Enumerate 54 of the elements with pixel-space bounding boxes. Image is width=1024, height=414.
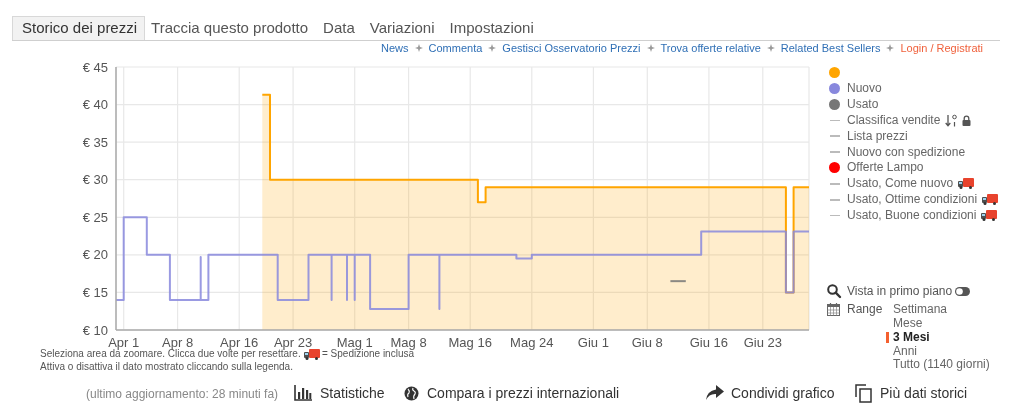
text: Gestisci Osservatorio Prezzi [502,41,641,55]
text: Tutto (1140 giorni) [893,357,990,371]
text: Più dati storici [880,385,968,401]
text: Attiva o disattiva il dato mostrato cliccando sulla legenda. [40,361,293,372]
legend-label: Usato, Buone condizioni [847,208,977,224]
x-tick-label: Giu 8 [631,335,663,351]
text: Seleziona area da zoomare. Clicca due volte per resettare. [40,348,301,359]
text: 3 Mesi [893,330,930,344]
legend-label: Offerte Lampo [847,160,924,176]
x-tick-label: Mag 24 [510,335,554,351]
y-tick-label: € 25 [82,209,108,225]
x-tick-label: Apr 23 [273,335,313,351]
x-tick-label: Mag 16 [448,335,492,351]
y-tick-label: € 15 [82,285,108,301]
legend-label: Usato [847,96,879,112]
text: Compara i prezzi internazionali [427,385,620,401]
text: Statistiche [320,385,385,401]
y-tick-label: € 35 [82,134,108,150]
text: Anni [893,344,918,358]
x-tick-label: Giu 23 [743,335,782,351]
y-tick-label: € 30 [82,172,108,188]
y-tick-label: € 45 [82,59,108,75]
legend-label: Usato, Ottime condizioni [847,192,978,208]
legend-label: Usato, Come nuovo [847,176,954,192]
x-tick-label: Apr 8 [162,335,194,351]
text: Variazioni [369,18,435,38]
x-tick-label: Apr 1 [108,335,140,351]
text: Traccia questo prodotto [151,18,309,38]
text: Related Best Sellers [780,41,881,55]
text: Condividi grafico [731,385,835,401]
x-tick-label: Mag 8 [390,335,427,351]
text: Login / Registrati [900,41,983,55]
text: Impostazioni [449,18,534,38]
text: Data [323,18,355,38]
text: News [381,41,409,55]
text: = Spedizione inclusa [322,348,414,359]
x-tick-label: Apr 16 [220,335,259,351]
legend-label: Nuovo con spedizione [847,144,966,160]
x-tick-label: Giu 16 [689,335,729,351]
text: Mese [893,316,923,330]
text: Commenta [428,41,483,55]
y-tick-label: € 10 [82,322,108,338]
legend-label: Lista prezzi [847,128,908,144]
y-tick-label: € 40 [82,97,108,113]
y-tick-label: € 20 [82,247,108,263]
text: Range [847,302,883,316]
text: Settimana [893,302,948,316]
x-tick-label: Giu 1 [577,335,609,351]
text: (ultimo aggiornamento: 28 minuti fa) [86,387,279,401]
legend-label: Classifica vendite [847,112,941,128]
text: Vista in primo piano [847,284,953,298]
legend-label: Nuovo [847,81,882,97]
text: Storico dei prezzi [12,16,146,40]
text: Trova offerte relative [660,41,761,55]
